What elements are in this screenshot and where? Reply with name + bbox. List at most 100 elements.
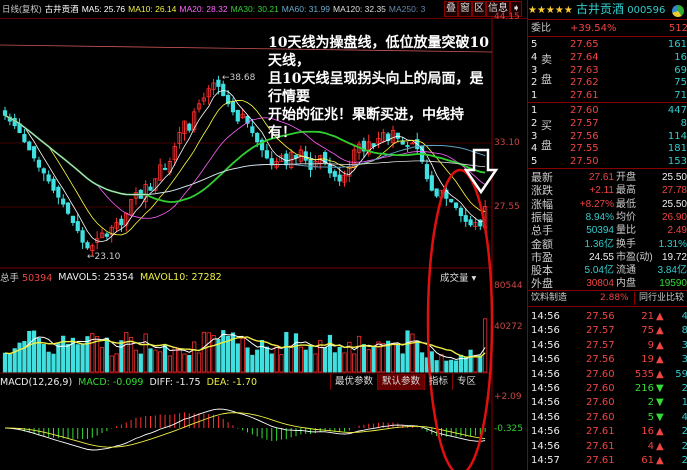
quote-stock-code: 000596	[627, 5, 666, 16]
window-button[interactable]: 窗	[458, 1, 472, 17]
panel-row: 3 27.56 114	[528, 130, 687, 143]
candle-body	[386, 133, 391, 142]
volume-bar	[458, 354, 464, 373]
volume-total: 50394	[22, 273, 53, 284]
sell-volume: 161	[667, 39, 687, 50]
volume-bar	[187, 354, 192, 373]
candle-body	[245, 116, 250, 124]
default-params-button[interactable]: 默认参数	[377, 374, 425, 390]
volume-bar	[216, 339, 221, 373]
tick-price: 27.56	[586, 354, 615, 366]
tick-volume: 61	[641, 455, 654, 466]
candle-body	[85, 242, 90, 249]
compare-button[interactable]: 同行业比较	[634, 292, 684, 305]
ma10-line	[4, 100, 486, 236]
arrow-down-icon: ▼	[656, 397, 664, 409]
indicator-button[interactable]: 指标	[424, 374, 452, 390]
volume-bar	[337, 346, 342, 373]
stat-value: 2.49	[667, 225, 687, 237]
stat-label: 外盘	[531, 277, 553, 291]
candle-body	[342, 174, 347, 183]
panel-row: 14:56 27.61 4 ▲ 2	[528, 440, 687, 453]
candle-body	[434, 188, 439, 197]
volume-bar	[371, 346, 376, 373]
sell-volume: 71	[674, 90, 687, 102]
tick-count: 59	[675, 368, 687, 380]
volume-bar	[17, 342, 22, 373]
panel-row: 14:56 27.56 19 ▲ 3	[528, 353, 687, 366]
weibi-volume: 512	[668, 23, 687, 34]
volume-bar	[143, 333, 148, 373]
candle-body	[240, 113, 245, 119]
candle-body	[211, 82, 216, 90]
volume-bar	[356, 335, 362, 373]
volume-bar	[274, 345, 279, 373]
stat-value: 30804	[586, 278, 614, 290]
volume-bar	[61, 335, 66, 373]
candle-body	[75, 221, 80, 232]
volume-bar	[221, 330, 226, 373]
volume-bar	[162, 345, 168, 373]
volume-bar	[177, 348, 182, 373]
candle-body	[95, 238, 100, 243]
volume-bar	[109, 355, 114, 373]
panel-row: 最新 27.61 开盘 25.50	[528, 171, 687, 184]
buy-price: 27.56	[570, 130, 599, 142]
candle-body	[216, 79, 221, 87]
volume-bar	[235, 343, 240, 373]
candle-body	[90, 245, 95, 251]
volume-bar	[36, 338, 42, 373]
candle-body	[221, 83, 226, 97]
kline-chart[interactable]	[0, 0, 527, 470]
volume-bar	[104, 337, 109, 373]
info-button[interactable]: 信息	[486, 1, 510, 17]
volume-bar	[361, 344, 367, 373]
volume-bar	[75, 344, 80, 373]
tick-time: 14:56	[531, 339, 560, 351]
candle-body	[46, 174, 51, 182]
expand-button[interactable]: ➧	[510, 1, 523, 17]
optimal-params-button[interactable]: 最优参数	[330, 374, 377, 390]
panel-row: 4 27.64 16	[528, 51, 687, 64]
tick-price: 27.56	[586, 311, 615, 322]
panel-row: 涨幅 +8.27% 最低 25.50	[528, 198, 687, 211]
volume-bar	[65, 343, 71, 373]
candle-body	[41, 168, 46, 174]
star-rating: ★★★★★	[528, 5, 573, 16]
period-label[interactable]: 日线(复权)	[2, 4, 42, 14]
stat-label: 开盘	[616, 172, 636, 183]
candle-body	[478, 219, 483, 227]
indicator-dropdown[interactable]: 成交量 ▾	[440, 270, 476, 284]
candle-body	[361, 140, 367, 152]
volume-bar	[148, 348, 153, 373]
candle-body	[128, 199, 134, 216]
macd-axis-zero: -0.325	[494, 424, 524, 434]
pie-icon[interactable]	[672, 5, 684, 17]
volume-bar	[347, 341, 352, 373]
ma120-line	[4, 114, 486, 196]
candle-body	[444, 189, 449, 199]
volume-bar	[225, 335, 231, 373]
industry-row: 饮料制造 2.88% 同行业比较	[528, 292, 687, 305]
volume-bar	[318, 340, 323, 373]
diff-line	[4, 408, 486, 451]
range-button[interactable]: 区	[472, 1, 486, 17]
zone-button[interactable]: 专区	[452, 374, 480, 390]
panel-row: 14:56 27.60 535 ▲ 59	[528, 368, 687, 381]
candle-body	[172, 146, 177, 161]
diff-value: DIFF: -1.75	[149, 376, 201, 388]
volume-bar	[70, 337, 75, 373]
header-divider	[0, 18, 527, 19]
volume-bar	[483, 318, 488, 373]
volume-bar	[264, 346, 270, 373]
volume-bar	[386, 340, 391, 373]
sell-volume: 16	[674, 51, 687, 63]
overlay-button[interactable]: 叠	[444, 1, 458, 17]
volume-bar	[400, 353, 405, 373]
candle-body	[279, 155, 284, 162]
tick-time: 14:56	[531, 383, 560, 394]
candle-body	[206, 88, 211, 98]
panel-row: 1 27.61 71	[528, 89, 687, 102]
low-marker: ←23.10	[87, 252, 121, 262]
stat-value: 25.50	[661, 172, 687, 183]
